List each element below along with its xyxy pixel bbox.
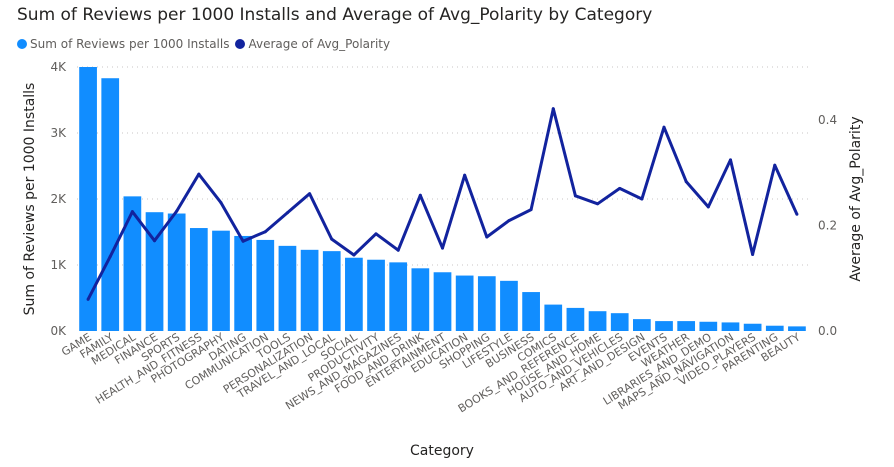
line-point[interactable] <box>463 173 467 177</box>
bar[interactable] <box>455 275 474 331</box>
bar[interactable] <box>788 326 806 331</box>
line-point[interactable] <box>308 192 312 196</box>
bar[interactable] <box>189 228 208 331</box>
bar[interactable] <box>655 321 673 331</box>
line-point[interactable] <box>596 202 600 206</box>
y-tick-label: 0K <box>50 324 67 338</box>
bar[interactable] <box>101 78 120 331</box>
bar[interactable] <box>167 213 186 331</box>
bar[interactable] <box>477 276 496 331</box>
y2-tick-label: 0.2 <box>818 218 837 232</box>
line-point[interactable] <box>684 180 688 184</box>
line-point[interactable] <box>551 107 555 111</box>
line-point[interactable] <box>285 211 289 215</box>
line-point[interactable] <box>241 239 245 243</box>
bar[interactable] <box>256 239 275 331</box>
line-point[interactable] <box>640 197 644 201</box>
bar[interactable] <box>699 321 718 331</box>
bar[interactable] <box>345 257 363 331</box>
bar[interactable] <box>721 322 740 331</box>
bar[interactable] <box>322 251 341 331</box>
legend-marker-reviews <box>17 39 27 49</box>
bar[interactable] <box>544 304 563 331</box>
bar[interactable] <box>522 292 540 331</box>
legend-label-polarity: Average of Avg_Polarity <box>248 37 391 51</box>
bar[interactable] <box>234 235 252 331</box>
line-point[interactable] <box>507 219 511 223</box>
line-point[interactable] <box>374 232 378 236</box>
bar[interactable] <box>566 307 585 331</box>
bar[interactable] <box>389 262 408 331</box>
bar[interactable] <box>79 67 97 331</box>
line-point[interactable] <box>130 210 134 214</box>
bar[interactable] <box>743 323 762 331</box>
legend: Sum of Reviews per 1000 Installs Average… <box>17 37 396 51</box>
y-axis-right-ticks: 0.0 0.2 0.4 <box>818 113 837 338</box>
chart-title: Sum of Reviews per 1000 Installs and Ave… <box>17 5 653 25</box>
bar[interactable] <box>588 311 607 331</box>
y-tick-label: 3K <box>50 126 67 140</box>
line-point[interactable] <box>662 125 666 129</box>
line-point[interactable] <box>197 172 201 176</box>
bar[interactable] <box>765 325 784 331</box>
bar-series <box>79 67 806 331</box>
legend-item-reviews[interactable]: Sum of Reviews per 1000 Installs <box>17 37 229 51</box>
bar[interactable] <box>145 212 164 331</box>
line-point[interactable] <box>352 253 356 257</box>
y-axis-title: Sum of Reviews per 1000 Installs <box>22 83 38 316</box>
line-point[interactable] <box>153 239 157 243</box>
y2-tick-label: 0.0 <box>818 324 837 338</box>
y-tick-label: 1K <box>50 258 67 272</box>
legend-item-polarity[interactable]: Average of Avg_Polarity <box>235 37 390 51</box>
bar[interactable] <box>610 313 629 331</box>
bar[interactable] <box>367 259 385 331</box>
line-point[interactable] <box>86 297 90 301</box>
line-point[interactable] <box>485 235 489 239</box>
line-point[interactable] <box>728 158 732 162</box>
bar[interactable] <box>411 268 430 331</box>
line-point[interactable] <box>529 208 533 212</box>
legend-label-reviews: Sum of Reviews per 1000 Installs <box>30 37 230 51</box>
line-point[interactable] <box>396 248 400 252</box>
line-point[interactable] <box>108 255 112 259</box>
y2-tick-label: 0.4 <box>818 113 837 127</box>
line-point[interactable] <box>263 230 267 234</box>
x-axis-category-labels: GAMEFAMILYMEDICALFINANCESPORTSHEALTH_AND… <box>59 330 802 415</box>
line-point[interactable] <box>795 212 799 216</box>
line-series <box>86 107 799 301</box>
bar[interactable] <box>677 321 696 331</box>
legend-marker-polarity <box>235 39 246 49</box>
bar[interactable] <box>633 319 651 331</box>
line-point[interactable] <box>773 163 777 167</box>
y-tick-label: 4K <box>50 60 67 74</box>
line-point[interactable] <box>751 252 755 256</box>
gridlines <box>77 66 808 266</box>
line-point[interactable] <box>706 205 710 209</box>
bar[interactable] <box>212 230 230 331</box>
bar[interactable] <box>300 249 319 331</box>
line-point[interactable] <box>219 201 223 205</box>
y-tick-label: 2K <box>50 192 67 206</box>
y2-axis-title: Average of Avg_Polarity <box>848 116 864 281</box>
bar[interactable] <box>123 196 142 331</box>
bar[interactable] <box>500 280 518 331</box>
line-point[interactable] <box>175 209 179 213</box>
line-point[interactable] <box>618 186 622 190</box>
line-point[interactable] <box>573 194 577 198</box>
y-axis-left-ticks: 0K 1K 2K 3K 4K <box>50 60 67 338</box>
bar[interactable] <box>278 245 297 331</box>
line-point[interactable] <box>441 246 444 250</box>
line-point[interactable] <box>418 193 422 197</box>
x-axis-title: Category <box>410 443 474 459</box>
bar[interactable] <box>433 272 452 331</box>
line-point[interactable] <box>330 237 334 241</box>
